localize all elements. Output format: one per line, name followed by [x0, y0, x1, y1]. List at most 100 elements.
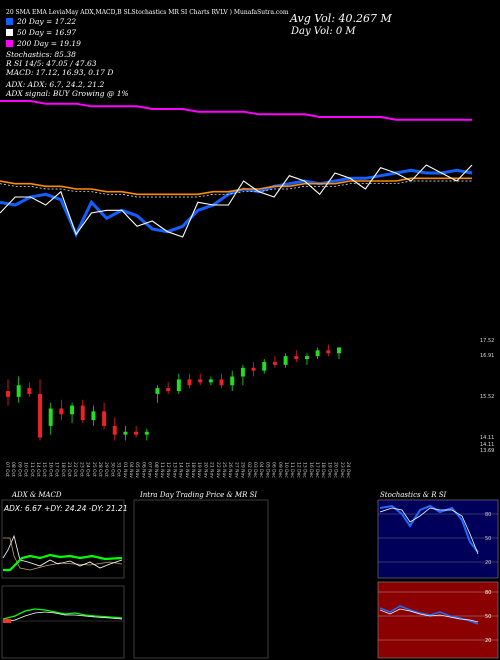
- price-tick: 17.52: [480, 338, 494, 344]
- candle-body: [176, 379, 181, 392]
- candle-body: [91, 411, 96, 421]
- macd-signal-line: [2, 611, 123, 623]
- date-tick: 14 Oct: [35, 462, 41, 477]
- legend-sma20: 20 Day = 17.22: [6, 17, 76, 26]
- stoch-readout: Stochastics: 85.38: [6, 50, 76, 59]
- legend-sma200: 200 Day = 19.19: [6, 39, 81, 48]
- price-tick: 16.91: [480, 353, 494, 359]
- date-tick: 16 Oct: [47, 462, 53, 477]
- date-tick: 05 Nov: [134, 462, 140, 478]
- intraday-panel: [133, 499, 269, 659]
- ma-line-0: [0, 168, 473, 238]
- stoch-panel-title: Stochastics & R SI: [380, 491, 447, 499]
- moving-averages-layer: [0, 100, 473, 238]
- date-tick: 12 Nov: [165, 462, 171, 478]
- ma-line-2: [0, 100, 472, 121]
- stoch-tick-20: 20: [485, 560, 491, 566]
- date-tick: 06 Nov: [140, 462, 146, 478]
- date-tick: 18 Dec: [320, 462, 326, 478]
- date-tick: 08 Nov: [153, 462, 159, 478]
- rsi-tick-80: 80: [485, 590, 491, 596]
- date-tick: 06 Dec: [271, 462, 277, 478]
- date-tick: 23 Oct: [78, 462, 84, 477]
- candle-body: [283, 356, 288, 365]
- price-line: [0, 164, 473, 238]
- candle-body: [102, 411, 107, 426]
- macd-panel: [1, 585, 125, 659]
- candle-body: [112, 425, 117, 435]
- rsi-tick-50: 50: [485, 614, 491, 620]
- date-tick: 14 Nov: [178, 462, 184, 478]
- stoch-tick-80: 80: [485, 512, 491, 518]
- date-tick: 03 Dec: [252, 462, 258, 478]
- date-tick: 25 Nov: [221, 462, 227, 478]
- adx-panel: [1, 499, 125, 579]
- stoch-panel: [377, 499, 499, 579]
- macd-line: [2, 608, 123, 620]
- candle-body: [304, 356, 309, 360]
- sma200-label: 200 Day = 19.19: [17, 39, 81, 48]
- candle-body: [144, 431, 149, 435]
- candle-body: [336, 347, 341, 354]
- date-tick: 22 Nov: [215, 462, 221, 478]
- date-tick: 13 Dec: [302, 462, 308, 478]
- avg-volume-label: Avg Vol: 40.267 M: [290, 12, 392, 25]
- sma20-label: 20 Day = 17.22: [17, 17, 77, 26]
- date-tick: 09 Dec: [277, 462, 283, 478]
- sma200-swatch: [6, 40, 13, 47]
- date-tick: 15 Oct: [41, 462, 47, 477]
- candle-body: [208, 379, 213, 383]
- price-tick: 14.11: [480, 435, 494, 441]
- candle-body: [6, 391, 10, 397]
- date-tick: 15 Nov: [184, 462, 190, 478]
- candle-body: [16, 385, 21, 397]
- sma50-swatch: [6, 29, 13, 36]
- minus-dy-line: [3, 537, 123, 571]
- date-tick: 07 Nov: [147, 462, 153, 478]
- candle-body: [80, 405, 85, 421]
- candle-body: [230, 376, 235, 386]
- date-axis-layer: 07 Oct 08 Oct 09 Oct 10 Oct 11 Oct 14 Oct 15 O…: [4, 462, 351, 478]
- date-tick: 26 Nov: [227, 462, 233, 478]
- candle-body: [123, 431, 128, 435]
- date-tick: 27 Nov: [233, 462, 239, 478]
- adx-panel-title: ADX & MACD: [12, 491, 62, 499]
- date-tick: 17 Dec: [314, 462, 320, 478]
- date-tick: 17 Oct: [54, 462, 60, 477]
- date-tick: 31 Oct: [116, 462, 122, 477]
- date-tick: 13 Nov: [171, 462, 177, 478]
- adx-values: ADX: 6.67 +DY: 24.24 -DY: 21.21: [3, 504, 128, 513]
- candle-body: [198, 379, 203, 383]
- legend-line: 20 SMA EMA LeviaMay ADX,MACD,B SLStochas…: [6, 9, 289, 16]
- ma-line-1: [0, 177, 472, 196]
- date-tick: 24 Dec: [345, 462, 351, 478]
- date-tick: 21 Nov: [209, 462, 215, 478]
- stoch-tick-50: 50: [485, 536, 491, 542]
- date-tick: 10 Oct: [23, 462, 29, 477]
- date-tick: 28 Oct: [97, 462, 103, 477]
- date-tick: 21 Oct: [66, 462, 72, 477]
- rsi-panel: [377, 581, 499, 659]
- date-tick: 18 Nov: [190, 462, 196, 478]
- rsi-readout: R SI 14/5: 47.05 / 47.63: [6, 59, 97, 68]
- adx-readout: ADX: ADX: 6.7, 24.2, 21.2: [6, 80, 105, 89]
- candle-body: [187, 379, 192, 386]
- date-tick: 25 Oct: [91, 462, 97, 477]
- macd-readout: MACD: 17.12, 16.93, 0.17 D: [6, 68, 114, 77]
- day-volume-label: Day Vol: 0 M: [291, 26, 356, 37]
- candle-body: [219, 379, 224, 386]
- date-tick: 18 Oct: [60, 462, 66, 477]
- date-tick: 05 Dec: [264, 462, 270, 478]
- legend-header: 20 SMA EMA LeviaMay ADX,MACD,B SLStochas…: [6, 9, 289, 16]
- sma20-swatch: [6, 18, 13, 25]
- candle-body: [166, 388, 171, 392]
- date-tick: 09 Oct: [16, 462, 22, 477]
- indicator-panels: ADX: 6.67 +DY: 24.24 -DY: 21.21 80 50 20…: [1, 499, 499, 659]
- legend-sma50: 50 Day = 16.97: [6, 28, 76, 37]
- date-tick: 20 Dec: [333, 462, 339, 478]
- price-tick: 15.52: [480, 394, 494, 400]
- candle-body: [134, 431, 139, 435]
- candle-body: [326, 350, 331, 354]
- date-tick: 22 Oct: [72, 462, 78, 477]
